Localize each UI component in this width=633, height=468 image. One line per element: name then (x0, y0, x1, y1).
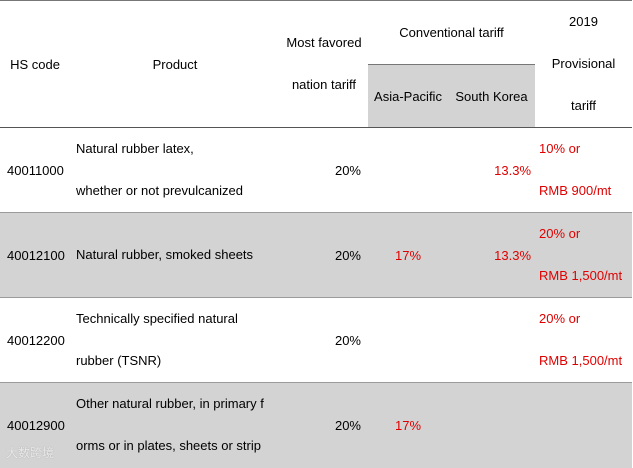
header-conventional: Conventional tariff (368, 0, 536, 65)
hs-code-cell: 40011000 (0, 127, 70, 213)
header-mfn-line-2: nation tariff (291, 77, 357, 92)
header-south-korea: South Korea (448, 64, 536, 128)
product-line: orms or in plates, sheets or strip (76, 438, 261, 454)
product-line: Technically specified natural (76, 311, 238, 326)
header-provisional: 2019 Provisional tariff (535, 0, 633, 128)
south-korea-cell: 13.3% (448, 127, 536, 213)
hs-code-cell: 40012200 (0, 297, 70, 383)
asia-pacific-cell: 17% (368, 212, 448, 298)
header-provisional-line-1: 2019 (569, 14, 598, 29)
mfn-cell: 20% (280, 212, 368, 298)
header-mfn-line-1: Most favored (286, 35, 362, 50)
header-mfn: Most favored nation tariff (280, 0, 368, 128)
product-cell: Natural rubber, smoked sheets (70, 212, 280, 298)
mfn-cell: 20% (280, 382, 368, 468)
watermark: 大数跨境 (6, 446, 55, 460)
product-line: whether or not prevulcanized (76, 183, 243, 198)
provisional-line: 20% or (539, 226, 581, 241)
provisional-line: 10% or (539, 141, 581, 156)
product-line: Other natural rubber, in primary f (76, 396, 264, 412)
provisional-line: 20% or (539, 311, 581, 326)
product-line: Natural rubber, smoked sheets (76, 247, 254, 262)
provisional-line: RMB 1,500/mt (539, 268, 623, 283)
asia-pacific-cell (368, 297, 448, 383)
header-provisional-line-3: tariff (570, 98, 597, 113)
table-row: 40012100 Natural rubber, smoked sheets 2… (0, 212, 633, 298)
header-hs-code: HS code (0, 0, 70, 128)
table-row: 40012900 Other natural rubber, in primar… (0, 382, 633, 468)
provisional-cell: 20% or RMB 1,500/mt (535, 297, 633, 383)
product-line: rubber (TSNR) (76, 353, 162, 368)
provisional-line: RMB 1,500/mt (539, 353, 623, 368)
asia-pacific-cell (368, 127, 448, 213)
product-cell: Technically specified natural rubber (TS… (70, 297, 280, 383)
product-cell: Other natural rubber, in primary f orms … (70, 382, 280, 468)
asia-pacific-cell: 17% (368, 382, 448, 468)
header-asia-pacific: Asia-Pacific (368, 64, 448, 128)
mfn-cell: 20% (280, 297, 368, 383)
hs-code-cell: 40012900 (0, 382, 70, 468)
mfn-cell: 20% (280, 127, 368, 213)
hs-code-cell: 40012100 (0, 212, 70, 298)
product-line: Natural rubber latex, (76, 141, 194, 156)
provisional-cell (535, 382, 633, 468)
product-cell: Natural rubber latex, whether or not pre… (70, 127, 280, 213)
header-product: Product (70, 0, 280, 128)
south-korea-cell (448, 297, 536, 383)
provisional-cell: 10% or RMB 900/mt (535, 127, 633, 213)
header-provisional-line-2: Provisional (551, 56, 616, 71)
provisional-line: RMB 900/mt (539, 183, 612, 198)
provisional-cell: 20% or RMB 1,500/mt (535, 212, 633, 298)
table-row: 40012200 Technically specified natural r… (0, 297, 633, 383)
table-row: 40011000 Natural rubber latex, whether o… (0, 127, 633, 213)
south-korea-cell (448, 382, 536, 468)
south-korea-cell: 13.3% (448, 212, 536, 298)
